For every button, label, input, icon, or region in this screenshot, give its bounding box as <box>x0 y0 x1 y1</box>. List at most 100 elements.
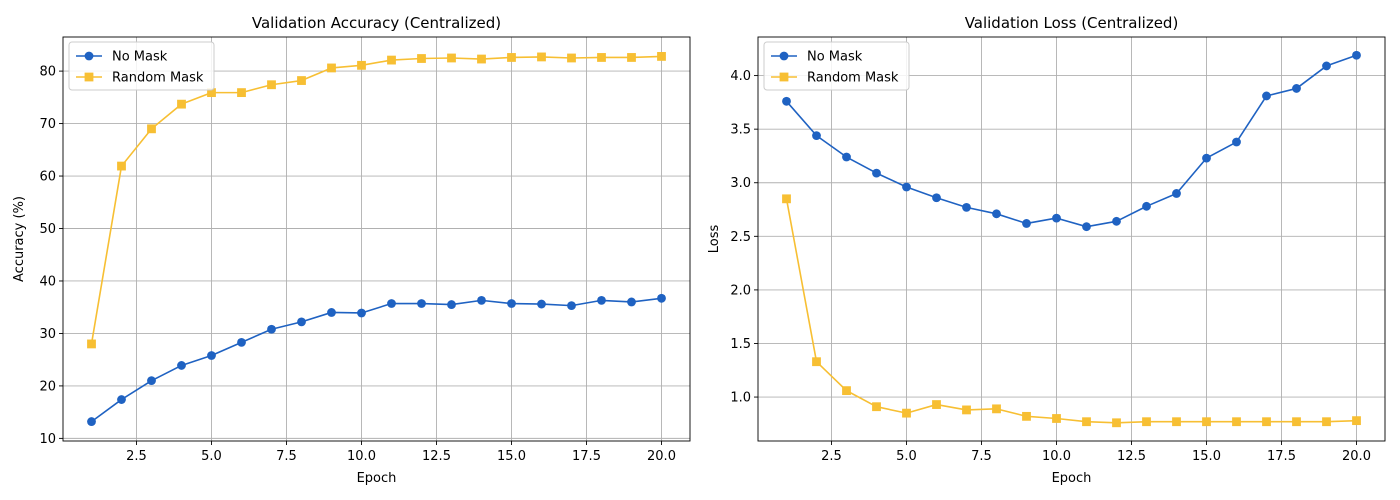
x-tick-label: 5.0 <box>896 449 917 464</box>
legend: No Mask Random Mask <box>68 41 215 91</box>
series-2 <box>87 52 666 349</box>
chart-title: Validation Loss (Centralized) <box>965 14 1179 32</box>
data-point <box>477 54 486 64</box>
data-point <box>1052 414 1061 423</box>
data-point <box>567 53 576 63</box>
data-point <box>267 324 276 334</box>
data-point <box>657 293 666 303</box>
data-point <box>1292 84 1301 93</box>
y-tick-label: 2.0 <box>730 283 751 298</box>
data-point <box>357 60 366 70</box>
x-axis-label: Epoch <box>1052 471 1092 486</box>
data-point <box>417 299 426 308</box>
data-point <box>1232 137 1241 147</box>
plot-frame <box>757 36 1386 442</box>
series-1 <box>782 50 1361 232</box>
y-tick-label: 20 <box>39 379 56 394</box>
legend-label-1: No Mask <box>807 50 863 65</box>
y-tick-label: 4.0 <box>730 69 751 84</box>
legend-label-2: Random Mask <box>807 71 899 86</box>
data-point <box>812 357 821 367</box>
data-point <box>507 299 516 308</box>
data-point <box>297 76 306 85</box>
data-point <box>537 299 546 309</box>
data-point <box>567 301 576 311</box>
x-tick-label: 12.5 <box>1117 449 1146 464</box>
data-point <box>237 88 246 98</box>
legend-marker-1 <box>84 51 94 61</box>
data-point <box>147 376 156 386</box>
data-point <box>1292 417 1301 427</box>
y-tick-label: 2.5 <box>730 230 751 245</box>
grid-lines <box>758 37 1385 441</box>
x-tick-label: 15.0 <box>497 449 526 464</box>
grid-lines <box>63 37 690 441</box>
data-point <box>842 152 851 162</box>
data-point <box>1322 417 1331 427</box>
data-point <box>842 386 851 396</box>
series-line <box>90 55 662 345</box>
y-tick-label: 60 <box>39 170 56 185</box>
data-point <box>1022 411 1031 421</box>
data-point <box>627 53 636 62</box>
data-point <box>507 53 516 62</box>
data-point <box>992 209 1001 219</box>
x-tick-label: 5.0 <box>201 449 222 464</box>
x-tick-label: 17.5 <box>572 449 601 464</box>
x-tick-label: 2.5 <box>821 449 842 464</box>
data-point <box>1112 216 1121 226</box>
data-point <box>1202 417 1211 427</box>
data-point <box>1082 222 1091 232</box>
legend: No Mask Random Mask <box>763 41 910 91</box>
legend-marker-2 <box>84 72 94 82</box>
x-tick-label: 2.5 <box>126 449 147 464</box>
x-tick-label: 15.0 <box>1192 449 1221 464</box>
x-tick-label: 20.0 <box>1342 449 1371 464</box>
data-point <box>1022 219 1031 228</box>
data-point <box>387 55 396 65</box>
data-point <box>1082 417 1091 427</box>
data-point <box>207 88 216 98</box>
y-tick-label: 40 <box>39 274 56 289</box>
data-point <box>1172 417 1181 427</box>
y-tick-label: 30 <box>39 327 56 342</box>
data-point <box>902 408 911 418</box>
series-line <box>91 297 662 423</box>
y-axis-label: Loss <box>707 225 722 254</box>
data-point <box>177 99 186 109</box>
data-point <box>327 308 336 317</box>
data-point <box>1142 201 1151 211</box>
data-point <box>992 404 1001 414</box>
data-point <box>87 339 96 349</box>
x-axis-label: Epoch <box>357 471 397 486</box>
y-tick-label: 1.0 <box>730 391 751 406</box>
chart-panel-1: 2.5 5.0 7.5 10.0 12.5 15.0 17.5 20.0 10 20 30 40 50 6… <box>12 14 691 486</box>
x-tick-label: 10.0 <box>1042 449 1071 464</box>
data-point <box>1262 91 1271 101</box>
chart-panel-2: 2.5 5.0 7.5 10.0 12.5 15.0 17.5 20.0 1.0 1.5 2.0 2.… <box>707 14 1386 486</box>
data-point <box>117 395 126 404</box>
data-point <box>1142 417 1151 427</box>
legend-marker-1 <box>779 51 789 61</box>
y-tick-label: 80 <box>39 65 56 80</box>
data-point <box>537 52 546 62</box>
data-point <box>117 161 126 171</box>
data-point <box>177 361 186 370</box>
data-point <box>1262 417 1271 427</box>
data-point <box>1352 50 1361 60</box>
data-point <box>782 194 791 204</box>
legend-label-1: No Mask <box>112 50 168 65</box>
legend-box <box>763 41 910 91</box>
data-point <box>447 300 456 309</box>
series-line <box>785 198 1357 424</box>
data-point <box>1052 213 1061 223</box>
legend-marker-2 <box>779 72 789 82</box>
data-point <box>477 295 486 305</box>
x-tick-label: 12.5 <box>422 449 451 464</box>
data-point <box>237 337 246 347</box>
data-point <box>417 54 426 63</box>
data-point <box>812 131 821 140</box>
x-tick-label: 20.0 <box>647 449 676 464</box>
data-point <box>387 299 396 308</box>
